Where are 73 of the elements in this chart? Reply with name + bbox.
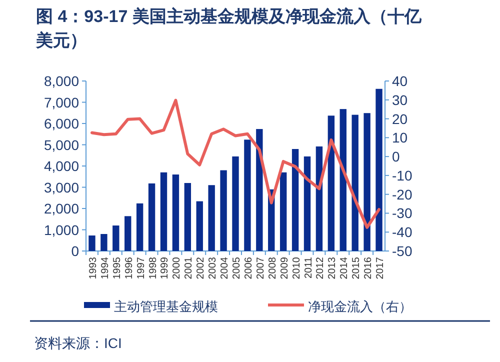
y2-tick-label: 20 — [392, 110, 408, 127]
y-tick-label: 2,000 — [44, 200, 80, 216]
bar — [256, 129, 263, 251]
x-tick-label: 2011 — [303, 256, 314, 279]
x-tick-label: 2002 — [196, 256, 207, 280]
y-tick-label: 7,000 — [44, 94, 80, 110]
x-tick-label: 2013 — [327, 256, 338, 280]
bar — [280, 172, 287, 251]
x-tick-label: 1997 — [136, 256, 147, 280]
y-tick-label: 6,000 — [44, 116, 80, 132]
bar — [112, 226, 120, 251]
x-tick-label: 2016 — [363, 256, 374, 280]
x-tick-label: 2000 — [172, 256, 183, 280]
bar — [208, 185, 215, 251]
text: 资料来源：ICI — [34, 335, 122, 351]
bar — [232, 156, 239, 251]
bar — [340, 109, 346, 251]
bar — [148, 183, 156, 251]
bar — [364, 113, 370, 251]
x-tick-label: 1999 — [160, 256, 171, 280]
bar — [328, 116, 335, 251]
legend-label: 净现金流入（右） — [308, 299, 412, 314]
x-tick-label: 1998 — [148, 256, 159, 280]
x-tick-label: 2009 — [279, 256, 290, 280]
bar — [316, 146, 323, 251]
y-tick-label: 5,000 — [44, 136, 80, 153]
x-tick-label: 1996 — [124, 256, 135, 280]
y-tick-label: 1,000 — [44, 222, 80, 238]
bar — [352, 114, 358, 251]
y2-tick-label: -20 — [392, 186, 412, 202]
y-tick-label: 3,000 — [44, 179, 80, 196]
y-tick-label: 0 — [71, 243, 80, 259]
bar — [100, 234, 108, 251]
bar — [172, 174, 180, 251]
x-tick-label: 2017 — [375, 256, 386, 280]
x-tick-label: 2010 — [291, 256, 302, 280]
bar — [160, 172, 168, 251]
y-tick-label: 8,000 — [44, 73, 80, 89]
x-tick-label: 2014 — [339, 256, 350, 280]
x-tick-label: 2012 — [315, 256, 326, 280]
bar — [376, 88, 382, 251]
chart-title: 图 4：93-17 美国主动基金规模及净现金流入（十亿美元） — [35, 7, 422, 50]
bar — [196, 201, 203, 251]
y2-tick-label: 10 — [392, 130, 408, 146]
bar — [244, 140, 251, 251]
y2-tick-label: -40 — [392, 224, 412, 240]
x-tick-label: 2007 — [255, 256, 266, 280]
y2-tick-label: 40 — [392, 73, 408, 89]
line-series — [90, 98, 381, 229]
x-tick-label: 2004 — [220, 256, 231, 280]
x-tick-label: 1993 — [88, 256, 99, 280]
y2-tick-label: -50 — [392, 243, 412, 259]
bar — [292, 149, 299, 251]
y2-tick-label: -30 — [392, 205, 412, 222]
y-tick-label: 4,000 — [44, 158, 80, 174]
bar — [124, 216, 132, 251]
x-tick-label: 2006 — [243, 256, 254, 280]
y2-tick-label: -10 — [392, 167, 412, 184]
x-tick-label: 1994 — [100, 256, 111, 280]
x-tick-label: 2005 — [232, 256, 242, 280]
y2-tick-label: 0 — [392, 148, 400, 165]
y2-tick-label: 30 — [392, 92, 408, 108]
bar — [220, 170, 227, 251]
x-tick-label: 2003 — [208, 256, 219, 280]
x-tick-label: 2001 — [184, 256, 195, 280]
x-tick-label: 1995 — [112, 256, 123, 280]
bar — [88, 235, 96, 251]
bar — [304, 156, 311, 251]
bar — [136, 203, 144, 251]
legend-label: 主动管理基金规模 — [114, 299, 218, 314]
bar — [184, 183, 192, 251]
x-tick-label: 2015 — [351, 256, 362, 280]
x-tick-label: 2008 — [267, 256, 278, 280]
